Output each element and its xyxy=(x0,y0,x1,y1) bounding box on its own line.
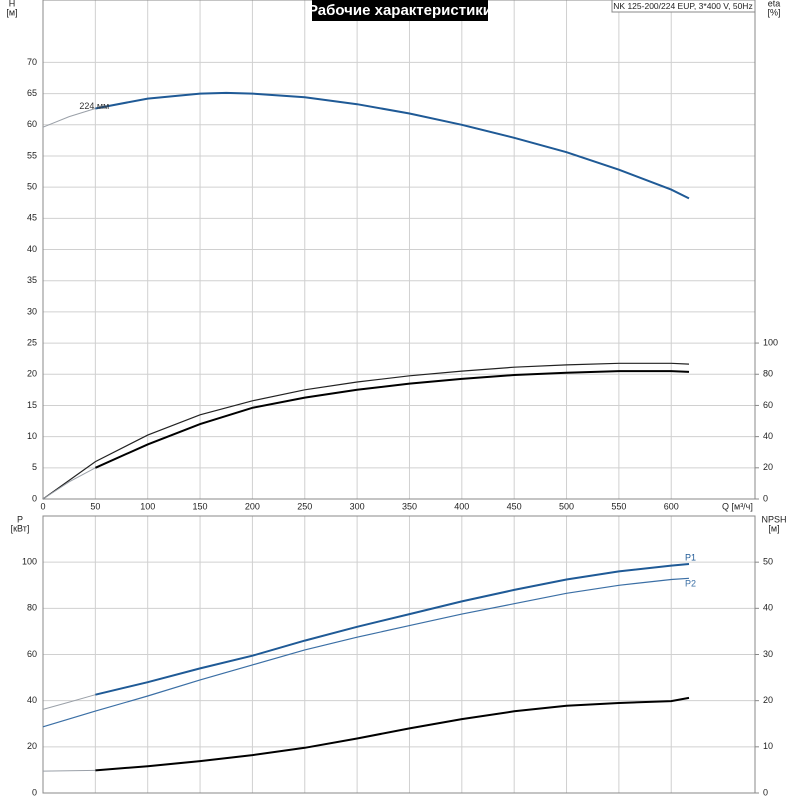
y2-tick-label: 20 xyxy=(763,695,773,705)
y-tick-label: 10 xyxy=(27,431,37,441)
y2-axis-label: eta xyxy=(768,0,781,8)
y-tick-label: 40 xyxy=(27,244,37,254)
info-text: NK 125-200/224 EUP, 3*400 V, 50Hz xyxy=(613,1,752,11)
y-tick-label: 50 xyxy=(27,182,37,192)
y2-tick-label: 50 xyxy=(763,557,773,567)
y-tick-label: 0 xyxy=(32,787,37,797)
info-box xyxy=(611,0,756,13)
y-tick-label: 20 xyxy=(27,741,37,751)
y-tick-label: 80 xyxy=(27,603,37,613)
chart-title: Рабочие характеристики xyxy=(308,2,492,19)
curve xyxy=(95,563,690,696)
y2-tick-label: 80 xyxy=(763,369,773,379)
y-tick-label: 65 xyxy=(27,88,37,98)
x-tick-label: 50 xyxy=(90,501,100,511)
y2-tick-label: 0 xyxy=(763,787,768,797)
y2-tick-label: 40 xyxy=(763,431,773,441)
y-tick-label: 55 xyxy=(27,150,37,160)
x-tick-label: 150 xyxy=(193,501,208,511)
y-tick-label: 35 xyxy=(27,275,37,285)
plot-frame xyxy=(42,515,756,794)
plot-frame xyxy=(42,0,756,500)
y-axis-unit: [кВт] xyxy=(11,523,30,533)
curve-label: P2 xyxy=(685,579,696,589)
x-tick-label: 550 xyxy=(611,501,626,511)
y2-axis-label: NPSH xyxy=(761,514,786,524)
y-tick-label: 5 xyxy=(32,462,37,472)
x-tick-label: 200 xyxy=(245,501,260,511)
curve xyxy=(42,577,690,728)
y-axis-label: P xyxy=(17,514,23,524)
y-tick-label: 20 xyxy=(27,369,37,379)
y2-tick-label: 20 xyxy=(763,462,773,472)
y2-axis-unit: [%] xyxy=(767,7,780,17)
x-tick-label: 600 xyxy=(664,501,679,511)
y2-tick-label: 60 xyxy=(763,400,773,410)
y-tick-label: 45 xyxy=(27,213,37,223)
title-box xyxy=(312,0,488,21)
curve xyxy=(42,694,96,710)
y-tick-label: 30 xyxy=(27,306,37,316)
curve xyxy=(95,91,690,200)
y-tick-label: 70 xyxy=(27,57,37,67)
curve xyxy=(42,362,690,500)
y2-tick-label: 100 xyxy=(763,337,778,347)
y-tick-label: 60 xyxy=(27,649,37,659)
curve-label: P1 xyxy=(685,552,696,562)
curve-label: 224 мм xyxy=(79,101,109,111)
y2-axis-unit: [м] xyxy=(768,523,779,533)
y-tick-label: 60 xyxy=(27,119,37,129)
curve xyxy=(94,370,690,469)
y2-tick-label: 40 xyxy=(763,603,773,613)
x-tick-label: 450 xyxy=(507,501,522,511)
y-tick-label: 0 xyxy=(32,493,37,503)
y2-tick-label: 0 xyxy=(763,493,768,503)
curve xyxy=(42,108,96,128)
y-tick-label: 100 xyxy=(22,557,37,567)
x-tick-label: 500 xyxy=(559,501,574,511)
curve xyxy=(95,696,690,772)
y2-tick-label: 30 xyxy=(763,649,773,659)
curve xyxy=(42,769,96,772)
x-tick-label: 400 xyxy=(454,501,469,511)
y-axis-unit: [м] xyxy=(6,7,17,17)
curve xyxy=(42,467,96,500)
x-axis-label: Q [м³/ч] xyxy=(722,501,753,511)
y-tick-label: 15 xyxy=(27,400,37,410)
y2-tick-label: 10 xyxy=(763,741,773,751)
y-tick-label: 25 xyxy=(27,337,37,347)
x-tick-label: 100 xyxy=(140,501,155,511)
x-tick-label: 300 xyxy=(350,501,365,511)
x-tick-label: 0 xyxy=(40,501,45,511)
y-axis-label: H xyxy=(9,0,16,8)
x-tick-label: 250 xyxy=(297,501,312,511)
y-tick-label: 40 xyxy=(27,695,37,705)
x-tick-label: 350 xyxy=(402,501,417,511)
